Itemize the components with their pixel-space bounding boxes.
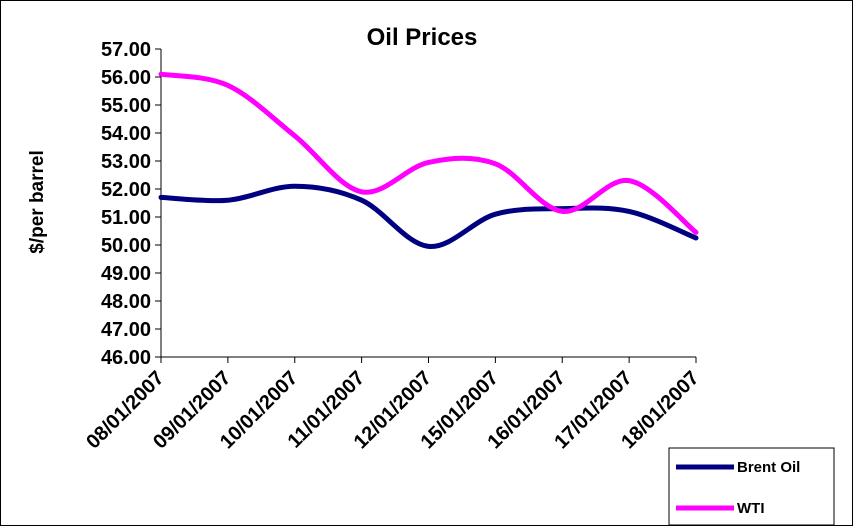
y-ticks: 46.00 47.00 48.00 49.00 50.00 51.00 52.00 53.00… — [101, 39, 161, 369]
y-tick-label: 53.00 — [101, 151, 151, 173]
legend: Brent Oil WTI — [668, 447, 835, 525]
x-ticks: 08/01/200709/01/200710/01/200711/01/2007… — [82, 357, 704, 453]
legend-box — [668, 447, 835, 525]
y-tick-label: 54.00 — [101, 123, 151, 145]
legend-label: WTI — [737, 500, 765, 517]
y-tick-label: 52.00 — [101, 179, 151, 201]
y-tick-label: 47.00 — [101, 319, 151, 341]
y-axis-label: $/per barrel — [27, 150, 48, 254]
y-tick-label: 50.00 — [101, 235, 151, 257]
y-tick-label: 51.00 — [101, 207, 151, 229]
y-tick-label: 49.00 — [101, 263, 151, 285]
y-tick-label: 56.00 — [101, 67, 151, 89]
y-tick-label: 46.00 — [101, 347, 151, 369]
legend-label: Brent Oil — [737, 459, 800, 476]
y-tick-label: 55.00 — [101, 95, 151, 117]
chart-title: Oil Prices — [367, 24, 478, 51]
series-line-wti — [158, 71, 699, 235]
y-tick-label: 48.00 — [101, 291, 151, 313]
series-lines — [158, 71, 699, 249]
y-tick-label: 57.00 — [101, 39, 151, 61]
series-line-brent-oil — [158, 183, 699, 249]
